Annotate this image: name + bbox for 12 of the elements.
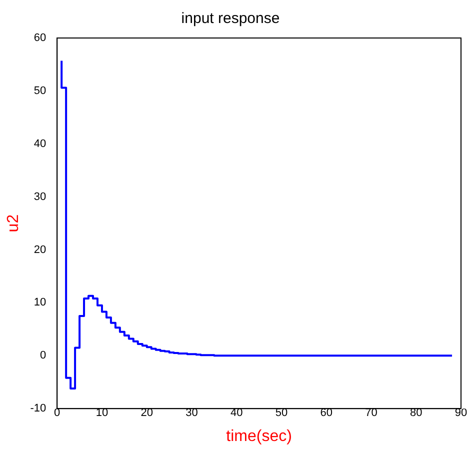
chart-title: input response [181,10,280,28]
y-tick-label: 20 [34,244,46,256]
y-tick-label: -10 [30,402,46,415]
y-tick-label: 10 [34,296,46,309]
y-axis-title: u2 [5,214,22,232]
x-tick-label: 90 [454,407,468,420]
y-tick-label: 40 [34,138,46,150]
y-tick-label: 60 [34,32,46,44]
y-tick-label: 0 [40,350,46,362]
y-tick-label: 30 [34,190,46,203]
y-tick-label: 50 [34,84,46,97]
x-axis-title: time(sec) [226,428,292,445]
